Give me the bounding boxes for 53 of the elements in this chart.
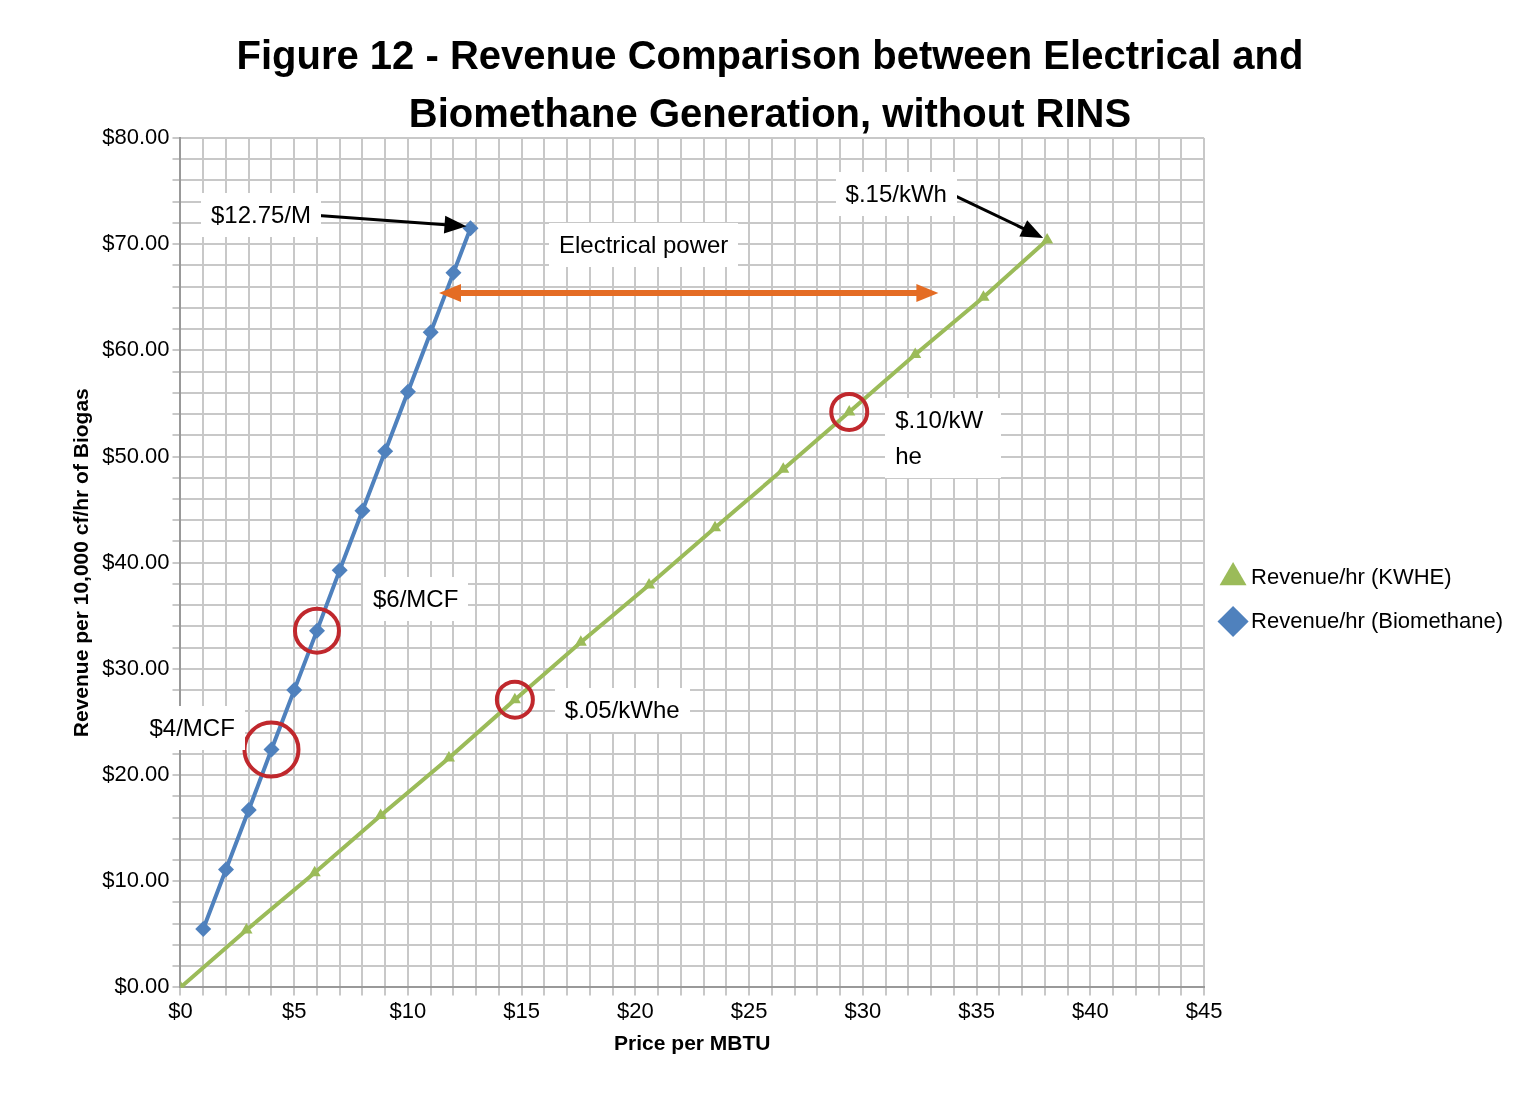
point — [708, 520, 722, 532]
x-tick-label: $20 — [617, 997, 654, 1023]
annotation: Electrical power — [548, 222, 739, 267]
x-axis-title: Price per MBTU — [614, 1031, 771, 1055]
point — [442, 751, 455, 762]
point — [286, 682, 303, 699]
x-tick-label: $10 — [389, 997, 427, 1023]
x-tick-label: $0 — [168, 997, 193, 1023]
legend-label: Revenue/hr (Biomethane) — [1251, 607, 1504, 633]
point — [909, 347, 922, 359]
point — [308, 865, 321, 877]
point — [399, 383, 416, 400]
point — [1041, 232, 1054, 244]
y-tick-label: $0.00 — [114, 973, 170, 999]
x-tick-label: $35 — [958, 997, 995, 1023]
point — [462, 220, 479, 237]
point — [217, 861, 234, 878]
x-tick-label: $5 — [281, 997, 307, 1023]
x-tick-label: $40 — [1071, 997, 1109, 1023]
point — [195, 921, 212, 937]
point — [574, 635, 587, 646]
y-tick-label: $40.00 — [102, 548, 170, 574]
annotation: $.10/kWhe — [885, 397, 1002, 478]
y-tick-label: $50.00 — [102, 442, 170, 468]
point — [377, 443, 394, 460]
annotation: $.05/kWhe — [554, 687, 690, 732]
annotation: $4/MCF — [139, 705, 245, 750]
y-axis-title: Revenue per 10,000 cf/hr of Biogas — [69, 388, 93, 738]
point — [240, 802, 257, 819]
y-tick-label: $70.00 — [102, 230, 170, 256]
point — [331, 562, 348, 579]
y-tick-label: $30.00 — [102, 654, 170, 680]
annotation: $6/MCF — [362, 576, 469, 621]
x-tick-label: $25 — [730, 997, 768, 1023]
point — [643, 578, 656, 589]
point — [240, 923, 253, 934]
y-tick-label: $80.00 — [102, 124, 170, 150]
point — [422, 324, 439, 341]
point — [354, 502, 371, 519]
y-tick-label: $10.00 — [102, 867, 170, 893]
point — [445, 264, 462, 281]
annotation: $12.75/M — [200, 193, 322, 238]
y-tick-label: $60.00 — [102, 336, 170, 362]
point — [777, 462, 790, 473]
x-tick-label: $15 — [503, 997, 541, 1023]
y-tick-label: $20.00 — [102, 761, 170, 787]
x-tick-label: $45 — [1185, 997, 1223, 1023]
x-tick-label: $30 — [844, 997, 882, 1023]
legend-label: Revenue/hr (KWHE) — [1251, 563, 1452, 589]
point — [374, 808, 387, 819]
point — [977, 290, 990, 301]
annotation: $.15/kWh — [835, 171, 957, 216]
chart-title: Figure 12 - Revenue Comparison between Electrical and Biomethane Generation, without RINS — [235, 32, 1305, 137]
